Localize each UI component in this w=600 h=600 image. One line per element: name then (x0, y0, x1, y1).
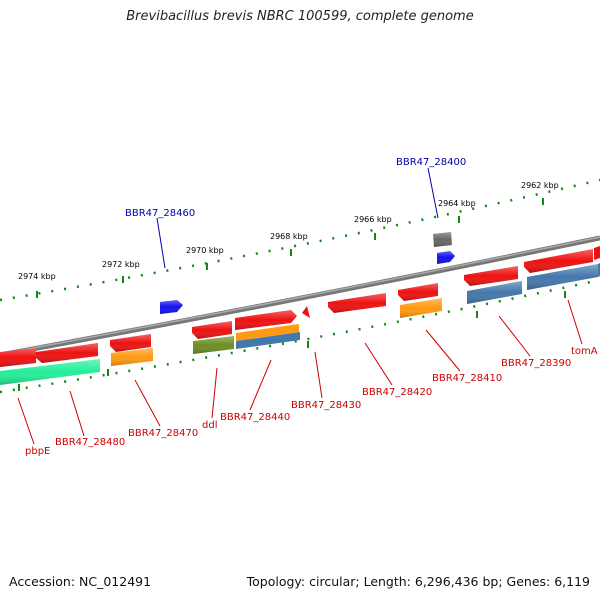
gene-label-bbr47-28440[interactable]: BBR47_28440 (220, 412, 290, 423)
gene-box[interactable] (236, 332, 300, 349)
gene-label-tomA[interactable]: tomA (571, 346, 598, 357)
gene-label-ddl[interactable]: ddl (202, 420, 217, 431)
gene-label-bbr47-28390[interactable]: BBR47_28390 (501, 358, 571, 369)
gene-label-bbr47-28400[interactable]: BBR47_28400 (396, 157, 466, 168)
gene-labels: pbpE BBR47_28480 BBR47_28470 ddl BBR47_2… (25, 157, 598, 457)
scale-label: 2966 kbp (354, 215, 392, 224)
gene-label-bbr47-28430[interactable]: BBR47_28430 (291, 400, 361, 411)
genome-backbone (0, 235, 600, 358)
gene-arrow[interactable] (594, 246, 600, 260)
scale-label: 2968 kbp (270, 232, 308, 241)
gene-label-bbr47-28410[interactable]: BBR47_28410 (432, 373, 502, 384)
gene-label-bbr47-28470[interactable]: BBR47_28470 (128, 428, 198, 439)
genome-backbone-highlight (0, 236, 600, 355)
gene-label-bbr47-28420[interactable]: BBR47_28420 (362, 387, 432, 398)
scale-labels: 2974 kbp 2972 kbp 2970 kbp 2968 kbp 2966… (18, 181, 559, 281)
topology-text: Topology: circular; Length: 6,296,436 bp… (246, 574, 590, 589)
scale-label: 2972 kbp (102, 260, 140, 269)
label-connectors (17, 167, 583, 445)
gene-box[interactable] (236, 324, 299, 341)
scale-label: 2974 kbp (18, 272, 56, 281)
scale-label: 2962 kbp (521, 181, 559, 190)
gene-label-bbr47-28460[interactable]: BBR47_28460 (125, 208, 195, 219)
accession-text: Accession: NC_012491 (9, 574, 152, 589)
gene-label-bbr47-28480[interactable]: BBR47_28480 (55, 437, 125, 448)
gene-arrow[interactable] (302, 306, 310, 318)
map-title: Brevibacillus brevis NBRC 100599, comple… (126, 9, 474, 24)
scale-label: 2964 kbp (438, 199, 476, 208)
major-ticks (18, 198, 566, 391)
gene-shading (0, 232, 598, 385)
gene-label-pbpE[interactable]: pbpE (25, 446, 50, 457)
scale-label: 2970 kbp (186, 246, 224, 255)
